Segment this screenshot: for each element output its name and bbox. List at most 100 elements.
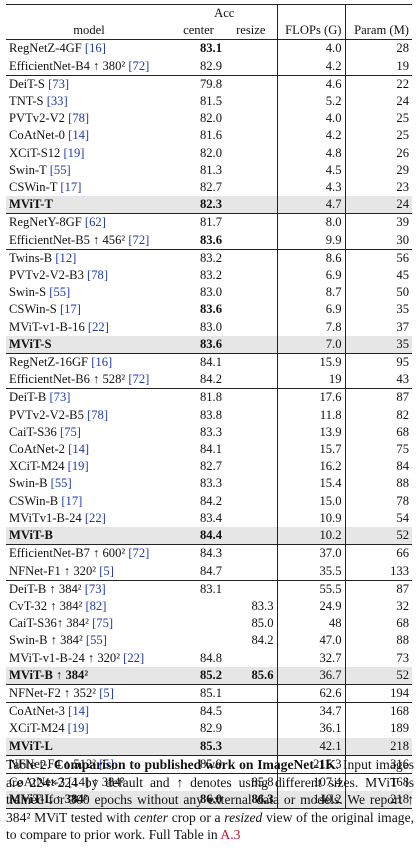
table-row: CSWin-S [17] 83.6 6.9 35 xyxy=(6,301,412,319)
flops-cell: 36.1 xyxy=(276,720,345,738)
acc-center-cell: 82.7 xyxy=(199,180,222,195)
citation-link[interactable]: [82] xyxy=(85,598,107,613)
model-cell: MViT-L ↑ 384² xyxy=(6,791,172,810)
citation-link[interactable]: [22] xyxy=(87,319,109,334)
table-row: XCiT-M24 [19] 82.9 36.1 189 xyxy=(6,720,412,738)
citation-link[interactable]: [75] xyxy=(92,616,114,631)
citation-link[interactable]: [55] xyxy=(49,285,71,300)
flops-cell: 42.1 xyxy=(276,737,345,756)
resize-header: resize xyxy=(225,22,277,41)
model-name: PVTv2-V2-B5 xyxy=(9,407,84,422)
table-row: TNT-S [33] 81.5 5.2 24 xyxy=(6,93,412,111)
model-name: Swin-S xyxy=(9,285,47,300)
citation-link[interactable]: [73] xyxy=(84,581,106,596)
table-row: NFNet-F4 ↑ 512² [5] 85.9 215.3 316 xyxy=(6,754,412,774)
citation-link[interactable]: [72] xyxy=(128,232,150,247)
citation-link[interactable]: [72] xyxy=(128,546,150,561)
model-cell: NFNet-F4 ↑ 512² [5] xyxy=(6,754,172,774)
acc-center-cell: 83.3 xyxy=(199,476,222,491)
citation-link[interactable]: [78] xyxy=(87,268,109,283)
acc-resize-cell xyxy=(225,232,277,250)
citation-link[interactable]: [14] xyxy=(68,128,90,143)
param-cell: 218 xyxy=(344,791,412,810)
table-row: DeiT-B ↑ 384² [73] 83.1 55.5 87 xyxy=(6,579,412,598)
citation-link[interactable]: [19] xyxy=(67,459,89,474)
flops-cell: 15.0 xyxy=(276,492,345,510)
acc-resize-cell xyxy=(225,737,277,756)
model-name: MViT-L xyxy=(9,738,53,753)
citation-link[interactable]: [12] xyxy=(55,250,77,265)
param-cell: 88 xyxy=(344,632,412,650)
table-row-ours: MViT-L 85.3 42.1 218 xyxy=(6,737,412,756)
citation-link[interactable]: [5] xyxy=(99,563,114,578)
flops-cell: 32.7 xyxy=(276,649,345,667)
flops-cell: 16.2 xyxy=(276,458,345,476)
citation-link[interactable]: [22] xyxy=(84,510,106,525)
citation-link[interactable]: [19] xyxy=(63,145,85,160)
model-name: Swin-T xyxy=(9,162,47,177)
table-row: Swin-S [55] 83.0 8.7 50 xyxy=(6,284,412,302)
flops-cell: 15.4 xyxy=(276,475,345,493)
appendix-link[interactable]: A.3 xyxy=(220,827,241,843)
acc-resize-cell xyxy=(225,563,277,581)
citation-link[interactable]: [19] xyxy=(67,721,89,736)
citation-link[interactable]: [14] xyxy=(68,704,90,719)
table-row: EfficientNet-B4 ↑ 380² [72] 82.9 4.2 19 xyxy=(6,57,412,76)
acc-resize-cell xyxy=(225,40,277,58)
model-name: Swin-B ↑ 384² xyxy=(9,633,83,648)
model-cell: EfficientNet-B4 ↑ 380² [72] xyxy=(6,58,172,76)
citation-link[interactable]: [17] xyxy=(60,180,82,195)
acc-center-cell: 84.1 xyxy=(172,353,225,372)
flops-cell: 4.0 xyxy=(276,39,345,58)
acc-center-cell: 83.2 xyxy=(199,268,222,283)
param-cell: 78 xyxy=(344,492,412,510)
acc-resize-cell xyxy=(225,127,277,144)
model-name: MViTv1-B-24 xyxy=(9,510,82,525)
citation-link[interactable]: [55] xyxy=(50,476,72,491)
citation-link[interactable]: [73] xyxy=(49,390,71,405)
citation-link[interactable]: [73] xyxy=(48,76,70,91)
model-name: Twins-B xyxy=(9,250,53,265)
citation-link[interactable]: [33] xyxy=(46,94,68,109)
citation-link[interactable]: [78] xyxy=(87,407,109,422)
caption-label: Table 2. xyxy=(6,757,51,772)
model-name: CoAtNet-2 xyxy=(9,442,65,457)
citation-link[interactable]: [62] xyxy=(84,215,106,230)
model-name: CSWin-T xyxy=(9,180,58,195)
citation-link[interactable]: [16] xyxy=(91,355,113,370)
acc-resize-cell xyxy=(225,388,277,407)
citation-link[interactable]: [78] xyxy=(68,111,90,126)
param-cell: 25 xyxy=(344,127,412,145)
citation-link[interactable]: [16] xyxy=(84,41,106,56)
citation-link[interactable]: [55] xyxy=(49,162,71,177)
acc-center-cell: 83.8 xyxy=(199,407,222,422)
citation-link[interactable]: [17] xyxy=(59,302,81,317)
citation-link[interactable]: [72] xyxy=(128,58,150,73)
param-cell: 28 xyxy=(344,39,412,58)
acc-center-cell xyxy=(172,632,225,649)
param-cell: 25 xyxy=(344,110,412,128)
param-cell: 87 xyxy=(344,579,412,598)
citation-link[interactable]: [75] xyxy=(59,424,81,439)
acc-resize-cell: 83.3 xyxy=(251,598,274,613)
flops-cell: 48 xyxy=(276,615,345,633)
table-row: NFNet-F1 ↑ 320² [5] 84.7 35.5 133 xyxy=(6,562,412,581)
flops-cell: 10.2 xyxy=(276,527,345,545)
table-row: EfficientNet-B7 ↑ 600² [72] 84.3 37.0 66 xyxy=(6,544,412,563)
citation-link[interactable]: [5] xyxy=(99,756,114,771)
citation-link[interactable]: [17] xyxy=(61,493,83,508)
param-cell: 24 xyxy=(344,196,412,214)
citation-link[interactable]: [5] xyxy=(99,685,114,700)
flops-cell: 4.8 xyxy=(276,144,345,162)
flops-cell: 19 xyxy=(276,371,345,389)
citation-link[interactable]: [22] xyxy=(123,650,145,665)
citation-link[interactable]: [72] xyxy=(128,372,150,387)
model-cell: MViT-v1-B-16 [22] xyxy=(6,319,172,336)
citation-link[interactable]: [55] xyxy=(85,633,107,648)
citation-link[interactable]: [14] xyxy=(68,442,90,457)
flops-cell: 4.0 xyxy=(276,110,345,128)
flops-cell: 8.6 xyxy=(276,248,345,268)
flops-cell: 9.9 xyxy=(276,231,345,250)
table-row: Swin-B [55] 83.3 15.4 88 xyxy=(6,475,412,493)
